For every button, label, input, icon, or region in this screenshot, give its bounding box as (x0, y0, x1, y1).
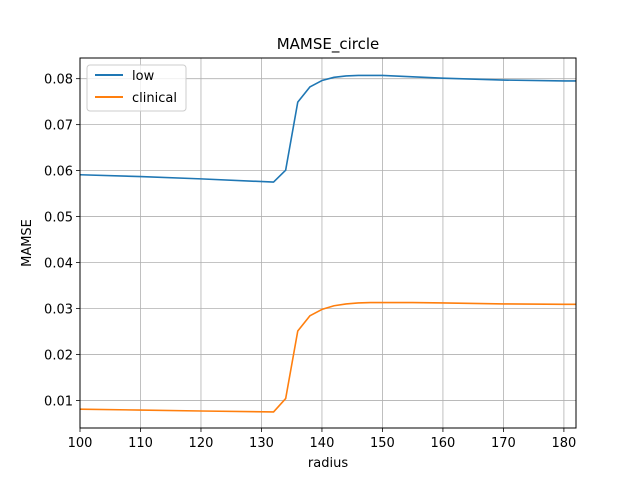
grid (79, 58, 576, 428)
x-tick-label: 140 (310, 436, 335, 451)
legend-box (86, 64, 187, 112)
x-tick-label: 120 (189, 436, 214, 451)
y-tick-label: 0.01 (44, 394, 73, 409)
x-tick-label: 180 (551, 436, 576, 451)
x-tick-label: 150 (370, 436, 395, 451)
series-line-clinical (79, 301, 576, 413)
legend: low clinical (86, 64, 187, 112)
y-axis-label: MAMSE (20, 219, 35, 267)
chart-title: MAMSE_circle (277, 35, 380, 54)
series-line-low (79, 74, 576, 183)
y-tick-label: 0.07 (44, 119, 73, 134)
x-axis-label: radius (308, 456, 348, 471)
x-tick-label: 170 (491, 436, 516, 451)
legend-label-low: low (132, 69, 155, 84)
y-tick-label: 0.08 (44, 73, 73, 88)
y-axis-ticks: 0.01 0.02 0.03 0.04 0.05 0.06 0.07 0.08 (44, 73, 80, 409)
y-tick-label: 0.02 (44, 348, 73, 363)
y-tick-label: 0.04 (44, 257, 73, 272)
y-tick-label: 0.03 (44, 302, 73, 317)
plot-frame (79, 57, 577, 429)
x-tick-label: 130 (249, 436, 274, 451)
y-tick-label: 0.06 (44, 165, 73, 180)
x-tick-label: 160 (431, 436, 456, 451)
series-lines (79, 74, 576, 413)
x-tick-label: 110 (128, 436, 153, 451)
x-tick-label: 100 (68, 436, 93, 451)
legend-label-clinical: clinical (132, 91, 177, 106)
x-axis-ticks: 100 110 120 130 140 150 160 170 180 (68, 428, 576, 451)
y-tick-label: 0.05 (44, 211, 73, 226)
